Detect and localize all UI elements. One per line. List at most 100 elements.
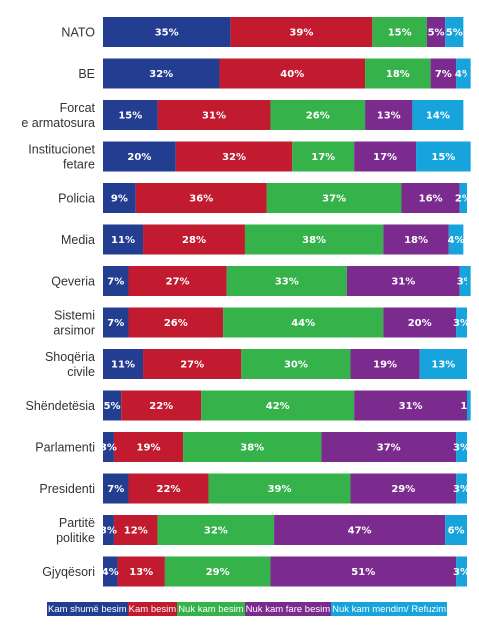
- data-label: 3%: [100, 526, 117, 537]
- data-label: 5%: [104, 401, 121, 412]
- bar-segment: [103, 432, 114, 462]
- data-label: 32%: [149, 69, 173, 80]
- category-label: Parlamenti: [35, 441, 95, 455]
- legend-label: Kam besim: [128, 603, 177, 615]
- bar-segment: [448, 224, 464, 255]
- legend-label: Kam shumë besim: [48, 603, 127, 615]
- bar-segment: [244, 224, 384, 255]
- category-label: Qeveria: [51, 275, 95, 289]
- category-label: Shëndetësia: [25, 399, 95, 413]
- bar-segment: [103, 17, 231, 47]
- data-label: 7%: [107, 277, 124, 288]
- bar-segment: [241, 349, 351, 379]
- data-label: 22%: [149, 401, 173, 412]
- data-label: 36%: [189, 194, 213, 205]
- bar-segment: [201, 390, 355, 421]
- bar-segment: [113, 515, 158, 545]
- category-label: Gjyqësori: [42, 565, 95, 579]
- bar-segment: [456, 58, 471, 89]
- legend-item: Kam shumë besim: [47, 602, 128, 616]
- bar-segment: [321, 432, 457, 462]
- data-label: 11%: [111, 235, 135, 246]
- bar-segment: [208, 473, 351, 504]
- data-label: 13%: [377, 111, 401, 122]
- data-label: 3%: [457, 277, 474, 288]
- bar-segment: [365, 58, 431, 89]
- bar-segment: [383, 224, 449, 255]
- bar-segment: [103, 224, 144, 255]
- category-label: Policia: [58, 192, 95, 206]
- data-label: 15%: [388, 28, 412, 39]
- data-label: 5%: [446, 28, 463, 39]
- category-label: Media: [61, 233, 95, 247]
- data-label: 15%: [118, 111, 142, 122]
- data-label: 28%: [182, 235, 206, 246]
- data-label: 40%: [280, 69, 304, 80]
- data-label: 17%: [311, 152, 335, 163]
- data-label: 3%: [453, 443, 470, 454]
- data-label: 29%: [206, 567, 230, 578]
- bar-segment: [103, 141, 176, 172]
- data-label: 1%: [460, 401, 477, 412]
- data-label: 4%: [455, 69, 472, 80]
- bar-segment: [266, 183, 402, 213]
- bar-segment: [226, 266, 347, 296]
- bar-segment: [113, 432, 184, 462]
- data-label: 37%: [322, 194, 346, 205]
- data-label: 5%: [428, 28, 445, 39]
- category-label: Shoqëria civile: [45, 350, 95, 379]
- data-label: 4%: [448, 235, 465, 246]
- bar-segment: [354, 390, 467, 421]
- bar-segment: [128, 307, 224, 338]
- bar-segment: [459, 183, 467, 213]
- data-label: 26%: [306, 111, 330, 122]
- bar-segment: [419, 349, 467, 379]
- data-label: 20%: [127, 152, 151, 163]
- bar-segment: [183, 432, 322, 462]
- data-label: 16%: [419, 194, 443, 205]
- data-label: 11%: [111, 360, 135, 371]
- data-label: 27%: [180, 360, 204, 371]
- data-label: 33%: [275, 277, 299, 288]
- bar-segment: [103, 390, 122, 421]
- data-label: 12%: [124, 526, 148, 537]
- bar-segment: [456, 473, 467, 504]
- bar-segment: [401, 183, 460, 213]
- bar-segment: [365, 100, 413, 130]
- data-label: 13%: [431, 360, 455, 371]
- bar-segment: [103, 349, 144, 379]
- bar-segment: [157, 100, 271, 130]
- data-label: 18%: [386, 69, 410, 80]
- data-label: 3%: [453, 484, 470, 495]
- data-label: 7%: [107, 318, 124, 329]
- bar-segment: [157, 515, 275, 545]
- data-label: 32%: [204, 526, 228, 537]
- data-label: 9%: [111, 194, 128, 205]
- data-label: 4%: [102, 567, 119, 578]
- bar-segment: [103, 307, 129, 338]
- bar-segments: [103, 17, 471, 587]
- legend-item: Nuk kam fare besim: [244, 602, 332, 616]
- bar-segment: [103, 183, 136, 213]
- bar-segment: [270, 100, 366, 130]
- category-label: Forcat e armatosura: [21, 101, 95, 130]
- data-label: 37%: [377, 443, 401, 454]
- bar-segment: [274, 515, 446, 545]
- value-labels: 35% 39% 15% 5% 5%32% 40% 18% 7% 4%15% 31% 26% 13% 14…: [100, 28, 477, 579]
- category-label: Partitë politike: [56, 516, 95, 545]
- data-label: 31%: [391, 277, 415, 288]
- category-label: BE: [78, 67, 95, 81]
- legend-label: Nuk kam mendim/ Refuzim: [332, 603, 447, 615]
- data-label: 42%: [266, 401, 290, 412]
- data-label: 19%: [373, 360, 397, 371]
- data-label: 19%: [137, 443, 161, 454]
- bar-segment: [346, 266, 460, 296]
- bar-segment: [354, 141, 417, 172]
- bar-segment: [121, 390, 202, 421]
- legend-item: Kam besim: [127, 602, 178, 616]
- legend-item: Nuk kam besim: [177, 602, 245, 616]
- category-labels: NATO BE Forcat e armatosura Institucionet fet…: [21, 26, 95, 580]
- data-label: 39%: [289, 28, 313, 39]
- bar-segment: [445, 17, 464, 47]
